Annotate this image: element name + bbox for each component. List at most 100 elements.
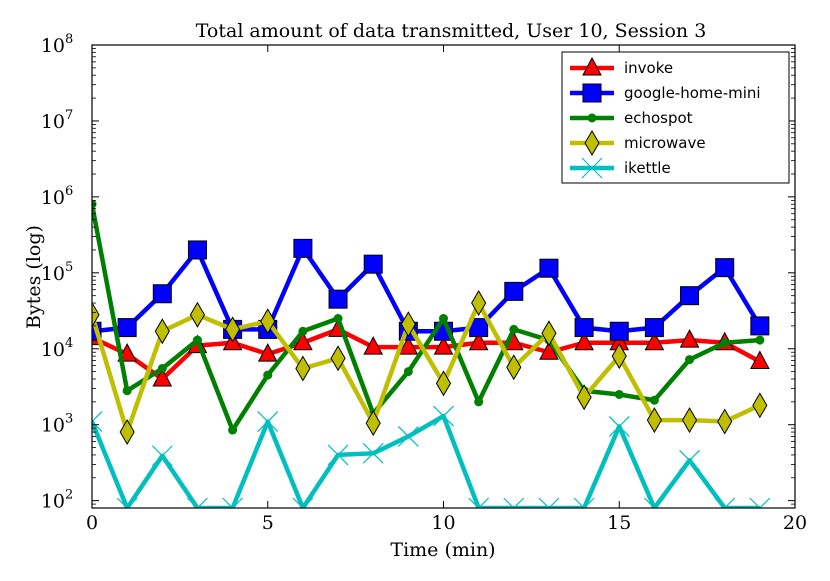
legend-item: echospot <box>570 109 693 127</box>
series-ikettle <box>92 405 771 508</box>
data-point <box>749 497 771 508</box>
legend-marker <box>582 83 602 103</box>
data-point <box>717 408 733 435</box>
data-point <box>574 318 594 338</box>
y-tick-exponent: 3 <box>65 412 73 427</box>
data-point <box>433 405 454 427</box>
data-point <box>92 411 103 432</box>
plot-area <box>92 199 771 508</box>
data-point <box>257 411 279 432</box>
data-point <box>298 326 308 336</box>
data-point <box>187 497 208 508</box>
legend-marker <box>587 113 597 123</box>
data-point <box>292 497 314 508</box>
data-point <box>685 355 695 365</box>
y-tick-label: 10 <box>41 415 65 437</box>
data-point <box>720 338 730 348</box>
data-point <box>679 329 700 348</box>
data-point <box>503 497 525 508</box>
data-point <box>750 316 770 336</box>
y-tick-exponent: 4 <box>65 336 73 351</box>
series-invoke <box>92 318 770 387</box>
legend-item: invoke <box>570 56 673 77</box>
data-point <box>365 410 381 437</box>
data-point <box>435 370 452 397</box>
x-tick-label: 0 <box>86 512 98 534</box>
data-point <box>152 367 173 387</box>
data-point <box>398 336 419 355</box>
data-point <box>117 318 137 338</box>
data-point <box>538 497 560 508</box>
data-point <box>609 321 629 341</box>
data-point <box>222 497 244 508</box>
data-point <box>468 331 489 351</box>
x-tick-label: 15 <box>607 512 631 534</box>
data-point <box>327 444 349 466</box>
data-point <box>576 384 592 411</box>
data-point <box>228 425 238 435</box>
data-point <box>750 350 770 369</box>
legend-label: echospot <box>624 109 693 127</box>
data-point <box>157 363 167 373</box>
x-tick-label: 20 <box>783 512 807 534</box>
legend-marker <box>584 130 600 156</box>
y-tick-exponent: 5 <box>65 260 73 275</box>
data-point <box>122 386 132 396</box>
chart-title: Total amount of data transmitted, User 1… <box>196 20 707 42</box>
data-point <box>504 281 524 301</box>
data-point <box>679 449 700 471</box>
y-tick-exponent: 7 <box>65 108 73 123</box>
data-point <box>260 308 276 335</box>
legend-item: google-home-mini <box>570 83 761 103</box>
data-point <box>116 497 138 508</box>
legend-item: ikettle <box>570 157 671 179</box>
data-point <box>192 335 202 345</box>
data-point <box>152 284 172 304</box>
data-point <box>541 320 557 347</box>
y-tick-label: 10 <box>41 111 65 133</box>
data-point <box>362 442 384 464</box>
data-point <box>363 336 384 355</box>
data-point <box>681 407 698 434</box>
data-point <box>119 419 135 446</box>
data-point <box>154 318 170 345</box>
data-point <box>468 497 490 508</box>
data-point <box>644 331 665 351</box>
data-point <box>614 389 624 399</box>
data-point <box>471 290 487 317</box>
y-tick-exponent: 8 <box>65 32 73 47</box>
data-point <box>509 324 519 334</box>
legend-label: ikettle <box>624 159 671 177</box>
data-point <box>714 497 736 508</box>
y-axis-label: Bytes (log) <box>23 225 45 329</box>
y-tick-exponent: 6 <box>65 184 73 199</box>
data-point <box>295 355 311 382</box>
data-point <box>293 331 313 351</box>
data-point <box>225 316 241 343</box>
series-microwave <box>92 290 768 446</box>
data-point <box>400 311 416 338</box>
data-point <box>187 240 207 260</box>
data-point <box>433 336 454 355</box>
data-point <box>649 395 659 405</box>
data-point <box>263 370 273 380</box>
data-point <box>715 258 735 278</box>
y-tick-label: 10 <box>41 491 65 513</box>
data-point <box>403 367 413 377</box>
y-tick-label: 10 <box>41 187 65 209</box>
data-point <box>611 343 627 370</box>
data-point <box>539 341 559 360</box>
data-point <box>439 314 448 324</box>
data-point <box>189 301 206 328</box>
data-point <box>151 445 173 467</box>
series-google-home-mini <box>92 238 770 341</box>
data-point <box>328 289 348 309</box>
data-point <box>363 254 383 274</box>
series-line <box>92 413 760 508</box>
x-tick-label: 5 <box>262 512 274 534</box>
data-point <box>397 426 419 447</box>
legend-marker <box>581 157 603 179</box>
y-tick-label: 10 <box>41 35 65 57</box>
